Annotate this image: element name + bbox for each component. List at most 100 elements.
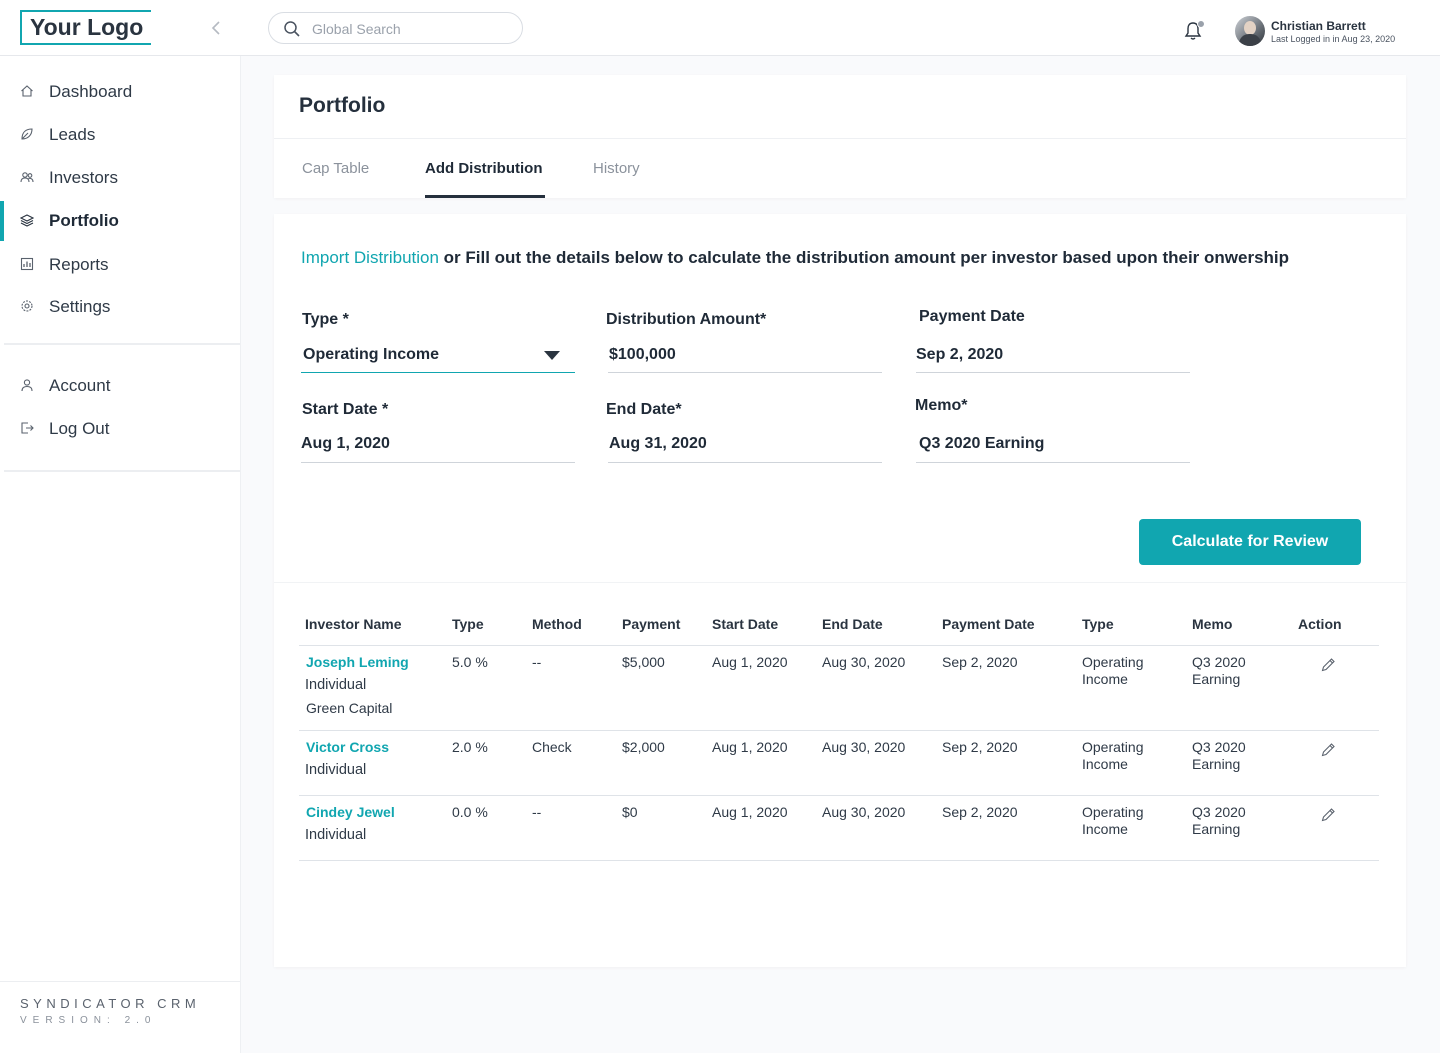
collapse-sidebar-icon[interactable] (207, 18, 227, 38)
calculate-for-review-button[interactable]: Calculate for Review (1139, 519, 1361, 565)
payment-date: Sep 2, 2020 (942, 654, 1018, 670)
distribution-amount-value: $100,000 (609, 346, 676, 363)
col-header-type: Type (452, 616, 484, 632)
brand-name: SYNDICATOR CRM (20, 996, 201, 1011)
ownership-pct: 5.0 % (452, 654, 488, 670)
logo[interactable]: Your Logo (20, 10, 152, 45)
payment-date-label: Payment Date (919, 308, 1025, 325)
col-header-start-date: Start Date (712, 616, 779, 632)
sidebar-item-label: Settings (49, 297, 111, 316)
section-divider (274, 582, 1406, 583)
sidebar-item-reports[interactable]: Reports (0, 245, 240, 285)
distribution-type-line1: Operating (1082, 654, 1144, 670)
investor-name-link[interactable]: Cindey Jewel (306, 804, 395, 820)
search-input[interactable] (312, 18, 512, 40)
sidebar: Dashboard Leads Investors Portfolio Repo… (0, 56, 241, 1053)
sidebar-item-label: Dashboard (49, 82, 133, 101)
gear-icon (20, 299, 34, 313)
tab-add-distribution[interactable]: Add Distribution (425, 160, 543, 177)
page-header-card: Portfolio Cap Table Add Distribution His… (274, 75, 1406, 198)
active-tab-indicator (425, 195, 545, 198)
chevron-down-icon[interactable] (544, 351, 560, 360)
investor-entity: Individual (305, 677, 367, 693)
start-date-label: Start Date * (302, 401, 389, 418)
edit-pencil-icon[interactable] (1320, 742, 1336, 758)
payment-date-value: Sep 2, 2020 (916, 346, 1004, 363)
sidebar-item-portfolio[interactable]: Portfolio (0, 201, 240, 241)
header-divider (299, 645, 1379, 646)
sidebar-item-label: Leads (49, 125, 96, 144)
avatar[interactable] (1235, 16, 1265, 46)
col-header-investor-name: Investor Name (305, 616, 402, 632)
notification-dot (1197, 20, 1205, 28)
version-text: VERSION: 2.0 (20, 1015, 157, 1026)
col-header-payment-date: Payment Date (942, 616, 1035, 632)
sidebar-item-label: Account (49, 376, 111, 395)
type-label: Type * (302, 311, 349, 328)
start-date-value: Aug 1, 2020 (301, 435, 390, 452)
import-distribution-link[interactable]: Import Distribution (301, 248, 439, 267)
end-date: Aug 30, 2020 (822, 739, 906, 755)
start-date: Aug 1, 2020 (712, 804, 788, 820)
tab-cap-table[interactable]: Cap Table (302, 160, 370, 177)
memo-label: Memo* (915, 397, 968, 414)
investor-entity: Individual (305, 827, 367, 843)
distribution-card: Import Distribution or Fill out the deta… (274, 214, 1406, 967)
end-date-value: Aug 31, 2020 (609, 435, 707, 452)
payment-amount: $0 (622, 804, 638, 820)
sidebar-item-account[interactable]: Account (0, 366, 240, 406)
payment-date-underline (916, 372, 1190, 373)
start-date: Aug 1, 2020 (712, 739, 788, 755)
col-header-end-date: End Date (822, 616, 883, 632)
sidebar-item-dashboard[interactable]: Dashboard (0, 72, 240, 112)
payment-method: -- (532, 804, 542, 820)
memo-underline (916, 462, 1190, 463)
end-date: Aug 30, 2020 (822, 654, 906, 670)
sidebar-item-logout[interactable]: Log Out (0, 409, 240, 449)
memo-value: Q3 2020 Earning (919, 435, 1045, 452)
sidebar-item-label: Investors (49, 168, 118, 187)
payment-method: Check (532, 739, 572, 755)
edit-pencil-icon[interactable] (1320, 657, 1336, 673)
intro-text: Import Distribution or Fill out the deta… (301, 248, 1289, 268)
end-date: Aug 30, 2020 (822, 804, 906, 820)
distribution-type-line1: Operating (1082, 804, 1144, 820)
sidebar-footer: SYNDICATOR CRM VERSION: 2.0 (0, 981, 240, 1053)
distribution-amount-underline (608, 372, 882, 373)
sidebar-item-settings[interactable]: Settings (0, 287, 240, 327)
distribution-amount-label: Distribution Amount* (606, 311, 767, 328)
payment-amount: $5,000 (622, 654, 665, 670)
col-header-distribution-type: Type (1082, 616, 1114, 632)
memo-line2: Earning (1192, 821, 1241, 837)
ownership-pct: 0.0 % (452, 804, 488, 820)
sidebar-item-investors[interactable]: Investors (0, 158, 240, 198)
notification-bell-icon[interactable] (1183, 20, 1203, 42)
payment-amount: $2,000 (622, 739, 665, 755)
sidebar-divider (4, 343, 240, 345)
tab-history[interactable]: History (593, 160, 640, 177)
users-icon (20, 170, 34, 184)
divider (274, 138, 1406, 139)
end-date-underline (608, 462, 882, 463)
col-header-payment: Payment (622, 616, 681, 632)
payment-method: -- (532, 654, 542, 670)
sidebar-item-label: Portfolio (49, 211, 119, 230)
memo-line1: Q3 2020 (1192, 654, 1246, 670)
distribution-type-line2: Income (1082, 821, 1128, 837)
col-header-memo: Memo (1192, 616, 1233, 632)
sidebar-divider (4, 470, 240, 472)
row-divider (299, 860, 1379, 861)
type-value: Operating Income (303, 346, 440, 363)
col-header-method: Method (532, 616, 582, 632)
edit-pencil-icon[interactable] (1320, 807, 1336, 823)
user-name[interactable]: Christian Barrett (1271, 19, 1366, 33)
last-login-text: Last Logged in in Aug 23, 2020 (1271, 34, 1396, 44)
global-search[interactable] (268, 12, 523, 44)
intro-description: or Fill out the details below to calcula… (438, 248, 1290, 267)
col-header-action: Action (1298, 616, 1342, 632)
sidebar-item-leads[interactable]: Leads (0, 115, 240, 155)
investor-name-link[interactable]: Joseph Leming (306, 654, 409, 670)
investor-name-link[interactable]: Victor Cross (306, 739, 389, 755)
distribution-type-line2: Income (1082, 671, 1128, 687)
logout-icon (20, 421, 34, 435)
